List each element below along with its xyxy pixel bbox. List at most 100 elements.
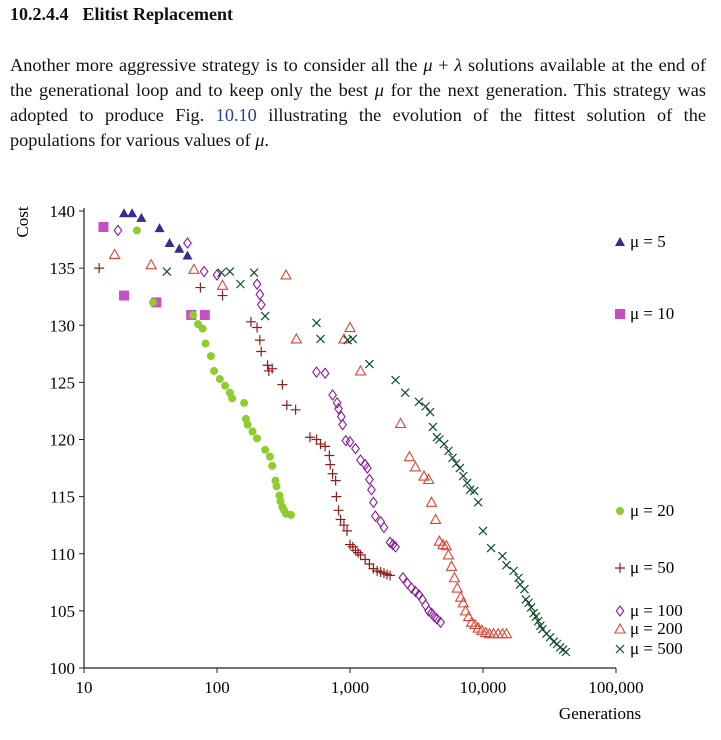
legend-marker <box>614 622 626 634</box>
data-point <box>409 460 422 472</box>
data-point <box>162 267 172 276</box>
series-points <box>162 267 571 657</box>
legend-label: μ = 50 <box>630 558 674 577</box>
data-point <box>500 627 513 639</box>
data-point <box>132 226 141 235</box>
data-point <box>348 334 358 344</box>
data-point <box>425 407 435 417</box>
data-point <box>436 616 446 629</box>
data-point <box>343 335 353 345</box>
x-tick-label: 100,000 <box>588 678 643 697</box>
data-point <box>342 525 353 536</box>
section-number: 10.2.4.4 <box>10 4 69 24</box>
data-point <box>198 324 207 333</box>
data-point <box>272 482 281 491</box>
data-point <box>421 401 430 411</box>
data-point <box>345 435 355 448</box>
plus-symbol: + <box>432 55 455 75</box>
data-point <box>520 584 529 594</box>
data-point <box>201 339 210 348</box>
figure-reference-link[interactable]: 10.10 <box>215 105 257 125</box>
para-text-4: illustrating the evolution of the fittes… <box>10 105 706 150</box>
data-point <box>429 513 442 525</box>
data-point <box>248 427 257 436</box>
data-point <box>444 446 453 456</box>
data-point <box>407 582 416 594</box>
data-point <box>216 279 229 290</box>
data-point <box>445 560 458 571</box>
data-point <box>328 389 338 401</box>
series-points <box>119 208 193 260</box>
data-point <box>187 263 200 274</box>
legend-label: μ = 100 <box>630 601 683 620</box>
data-point <box>332 397 342 409</box>
data-point <box>333 505 344 516</box>
legend-marker <box>615 309 625 319</box>
data-point <box>215 374 224 383</box>
data-point <box>330 475 341 486</box>
para-text-3: for the next generation. This strategy w… <box>10 80 706 125</box>
data-point <box>280 268 292 280</box>
data-point <box>498 551 507 561</box>
data-point <box>469 486 479 496</box>
legend-marker <box>615 563 625 573</box>
data-point <box>391 375 400 385</box>
data-point <box>486 543 496 553</box>
data-point <box>221 381 230 390</box>
x-tick-label: 10 <box>76 678 93 697</box>
data-point <box>199 265 209 278</box>
data-point <box>509 566 519 576</box>
data-point <box>210 366 219 375</box>
data-point <box>148 298 157 307</box>
legend-marker <box>615 237 625 246</box>
data-point <box>252 322 263 333</box>
data-point <box>228 394 237 403</box>
data-point <box>217 268 226 278</box>
data-point <box>113 224 123 237</box>
data-point <box>425 496 438 507</box>
y-tick-label: 130 <box>50 316 76 335</box>
data-point <box>94 263 105 274</box>
data-point <box>281 400 292 411</box>
mu-symbol: μ <box>423 55 433 75</box>
data-point <box>136 212 147 222</box>
data-point <box>439 439 449 449</box>
data-point <box>354 364 367 376</box>
data-point <box>353 547 364 558</box>
data-point <box>199 309 210 320</box>
data-point <box>432 612 442 625</box>
y-tick-label: 140 <box>50 202 76 221</box>
data-point <box>545 632 555 642</box>
data-point <box>183 237 192 249</box>
data-point <box>379 521 389 534</box>
data-point <box>256 298 266 311</box>
data-point <box>524 598 533 608</box>
data-point <box>337 332 350 344</box>
data-point <box>164 237 175 247</box>
data-point <box>402 577 412 590</box>
legend-label: μ = 20 <box>630 501 674 520</box>
data-point <box>312 366 321 379</box>
data-point <box>403 450 416 462</box>
data-point <box>320 441 331 452</box>
data-point <box>360 458 370 471</box>
data-point <box>514 573 523 583</box>
data-point <box>473 497 483 507</box>
body-paragraph: Another more aggressive strategy is to c… <box>10 53 706 153</box>
data-point <box>462 610 475 622</box>
legend-label: μ = 5 <box>630 232 666 251</box>
data-point <box>350 545 361 556</box>
data-point <box>364 473 374 486</box>
data-point <box>119 208 130 218</box>
data-point <box>320 367 330 380</box>
data-point <box>448 571 461 583</box>
x-axis-label: Generations <box>559 704 641 723</box>
data-point <box>462 478 472 488</box>
data-point <box>458 471 468 481</box>
legend-label: μ = 10 <box>630 304 674 323</box>
data-point <box>324 450 335 461</box>
mu-symbol: μ <box>255 130 265 150</box>
data-point <box>356 454 365 466</box>
legend-label: μ = 200 <box>630 619 683 638</box>
